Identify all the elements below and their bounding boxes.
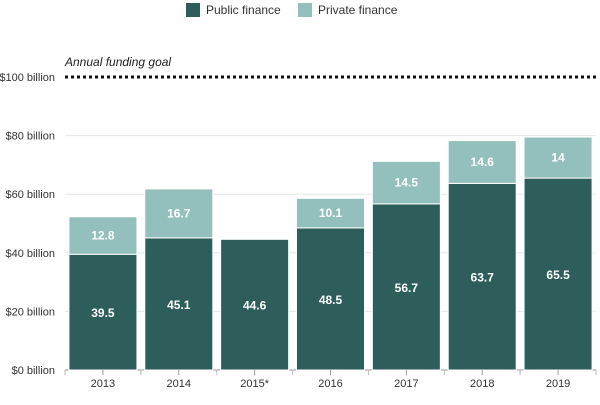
x-tick-label: 2015* — [240, 378, 269, 390]
y-tick-label: $80 billion — [5, 131, 55, 143]
bar-public — [68, 253, 138, 371]
bar-private — [371, 160, 441, 205]
bar-public — [296, 227, 365, 371]
bar-public — [144, 237, 214, 371]
data-label-private: 16.7 — [167, 206, 191, 220]
bar-private — [447, 140, 517, 184]
data-label-public: 63.7 — [471, 271, 495, 285]
x-tick-label: 2016 — [318, 378, 342, 390]
bar-public — [220, 238, 290, 371]
data-label-public: 56.7 — [395, 281, 419, 295]
x-tick-label: 2018 — [470, 378, 494, 390]
bar-private — [523, 136, 593, 179]
legend-swatch-public — [186, 3, 200, 17]
bar-private — [144, 188, 214, 239]
data-label-public: 45.1 — [167, 298, 191, 312]
bar-private — [296, 197, 365, 229]
legend-label-public: Public finance — [206, 3, 281, 17]
legend-swatch-private — [298, 3, 312, 17]
data-label-private: 12.8 — [91, 229, 115, 243]
x-tick-label: 2019 — [546, 378, 570, 390]
data-label-private: 14 — [551, 151, 565, 165]
data-label-private: 14.6 — [471, 155, 495, 169]
data-label-public: 65.5 — [546, 268, 570, 282]
bar-public — [523, 177, 593, 371]
legend-item-private: Private finance — [298, 3, 397, 17]
y-tick-label: $40 billion — [5, 248, 55, 260]
y-tick-label: $20 billion — [5, 306, 55, 318]
data-label-private: 14.5 — [395, 176, 419, 190]
bar-private — [68, 216, 138, 255]
y-tick-label: $100 billion — [0, 72, 55, 84]
x-tick-label: 2014 — [167, 378, 191, 390]
data-label-public: 44.6 — [243, 299, 267, 313]
legend-label-private: Private finance — [318, 3, 398, 17]
data-label-public: 39.5 — [91, 306, 115, 320]
legend: Public finance Private finance — [0, 0, 600, 22]
x-tick-label: 2013 — [91, 378, 115, 390]
goal-label: Annual funding goal — [64, 55, 171, 69]
data-label-public: 48.5 — [319, 293, 343, 307]
legend-item-public: Public finance — [186, 3, 281, 17]
x-tick-label: 2017 — [394, 378, 418, 390]
y-tick-label: $0 billion — [12, 365, 55, 377]
data-label-private: 10.1 — [319, 206, 343, 220]
y-tick-label: $60 billion — [5, 189, 55, 201]
